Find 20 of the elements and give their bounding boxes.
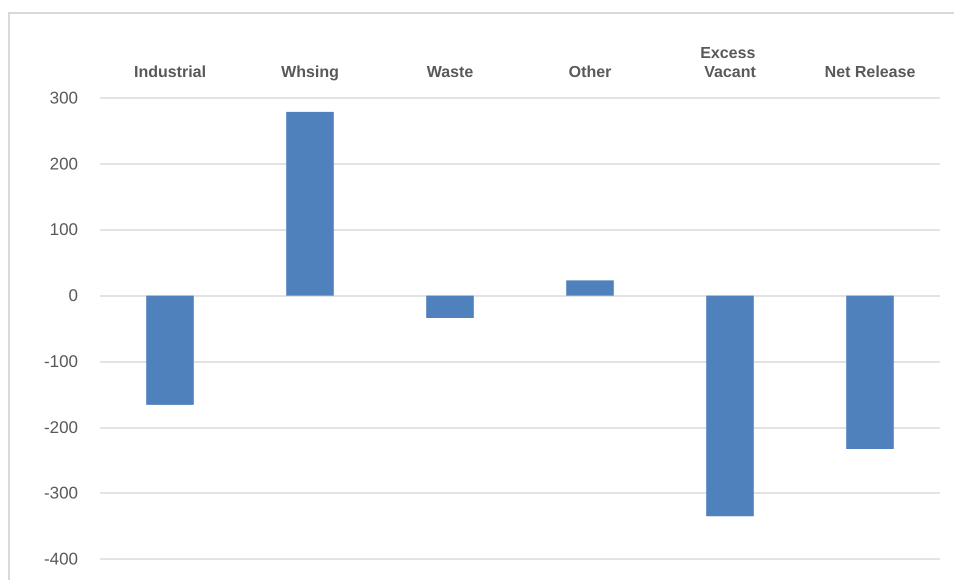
y-tick-label: -300 [44, 484, 78, 503]
y-tick-label: 0 [68, 286, 78, 306]
bar [566, 280, 614, 296]
y-tick-label: 200 [50, 154, 78, 174]
bar [706, 296, 754, 516]
x-tick-label: Whsing [281, 64, 339, 81]
x-tick-label: Industrial [134, 64, 206, 81]
y-tick-label: -100 [44, 352, 78, 371]
bar [286, 112, 334, 296]
y-tick-label: -400 [44, 550, 78, 568]
x-tick-label: Net Release [824, 64, 916, 81]
x-tick-label: Waste [426, 64, 474, 81]
bar [426, 296, 474, 318]
y-tick-label: -200 [44, 418, 78, 437]
x-tick-label: Other [568, 64, 612, 81]
x-tick-label: Excess Vacant [700, 45, 760, 81]
bar [146, 296, 194, 405]
y-tick-label: 300 [50, 88, 78, 108]
bar [846, 296, 894, 450]
y-tick-label: 100 [50, 220, 78, 240]
